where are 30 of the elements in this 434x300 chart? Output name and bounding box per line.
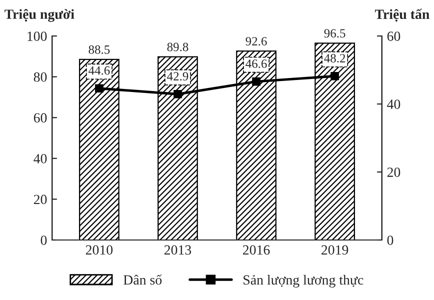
- data-label: 96.5: [324, 29, 346, 38]
- y-tick-label: 100: [28, 32, 47, 41]
- x-tick-label: 2016: [242, 245, 270, 255]
- y2-tick-label: 20: [387, 168, 400, 177]
- point: [330, 72, 339, 80]
- point: [174, 90, 182, 98]
- data-label: 88.5: [88, 45, 110, 54]
- legend-label: Dân số: [124, 274, 162, 285]
- data-label: 48.2: [324, 54, 346, 63]
- x-tick-label: 2010: [86, 245, 113, 255]
- y-tick-label: 80: [34, 72, 47, 82]
- point: [252, 77, 260, 86]
- y-axis-title: Triệu người: [4, 9, 74, 22]
- y-tick-label: 40: [34, 154, 47, 164]
- data-label: 46.6: [246, 60, 267, 68]
- y-tick-label: 60: [34, 113, 47, 123]
- data-label: 89.8: [167, 42, 188, 52]
- data-label: 42.9: [167, 72, 188, 81]
- x-tick-label: 2013: [164, 245, 192, 255]
- y2-tick-label: 0: [387, 236, 394, 245]
- y-tick-label: 20: [34, 194, 47, 204]
- x-tick-label: 2019: [322, 245, 348, 255]
- y2-axis-title: Triệu tấn: [374, 8, 430, 22]
- y2-tick-label: 40: [387, 100, 400, 109]
- data-label: 92.6: [246, 37, 267, 46]
- y2-tick-label: 60: [387, 32, 400, 41]
- y-tick-label: 0: [40, 236, 47, 245]
- legend-label: Sản lượng lương thực: [244, 274, 364, 288]
- data-label: 44.6: [88, 66, 110, 75]
- point: [95, 84, 104, 93]
